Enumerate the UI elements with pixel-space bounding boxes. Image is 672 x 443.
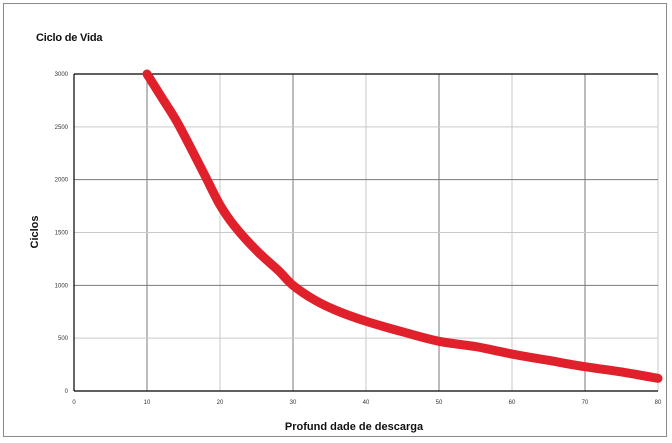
y-tick-label: 3000 [55, 72, 69, 78]
x-tick-label: 0 [72, 400, 76, 406]
y-tick-label: 1000 [55, 283, 69, 289]
x-tick-label: 40 [363, 400, 370, 406]
y-tick-label: 2500 [55, 125, 69, 131]
x-tick-label: 10 [144, 400, 151, 406]
y-tick-label: 2000 [55, 178, 69, 184]
y-tick-label: 500 [58, 336, 69, 342]
x-tick-label: 80 [655, 400, 662, 406]
x-tick-label: 60 [509, 400, 516, 406]
y-axis-title: Ciclos [29, 215, 41, 248]
tick-labels: 0 10 20 30 40 50 60 70 80 0 500 1000 1500 2000 2500 300… [55, 72, 662, 406]
x-axis-title: Profund dade de descarga [285, 421, 424, 433]
series-layer [142, 69, 663, 383]
grid-lines [73, 73, 659, 392]
x-tick-label: 70 [582, 400, 589, 406]
series-line [142, 69, 663, 383]
y-tick-label: 1500 [55, 231, 69, 237]
x-tick-label: 50 [436, 400, 443, 406]
chart-title: Ciclo de Vida [36, 32, 103, 44]
x-tick-label: 20 [217, 400, 224, 406]
x-tick-label: 30 [290, 400, 297, 406]
y-tick-label: 0 [65, 389, 69, 395]
